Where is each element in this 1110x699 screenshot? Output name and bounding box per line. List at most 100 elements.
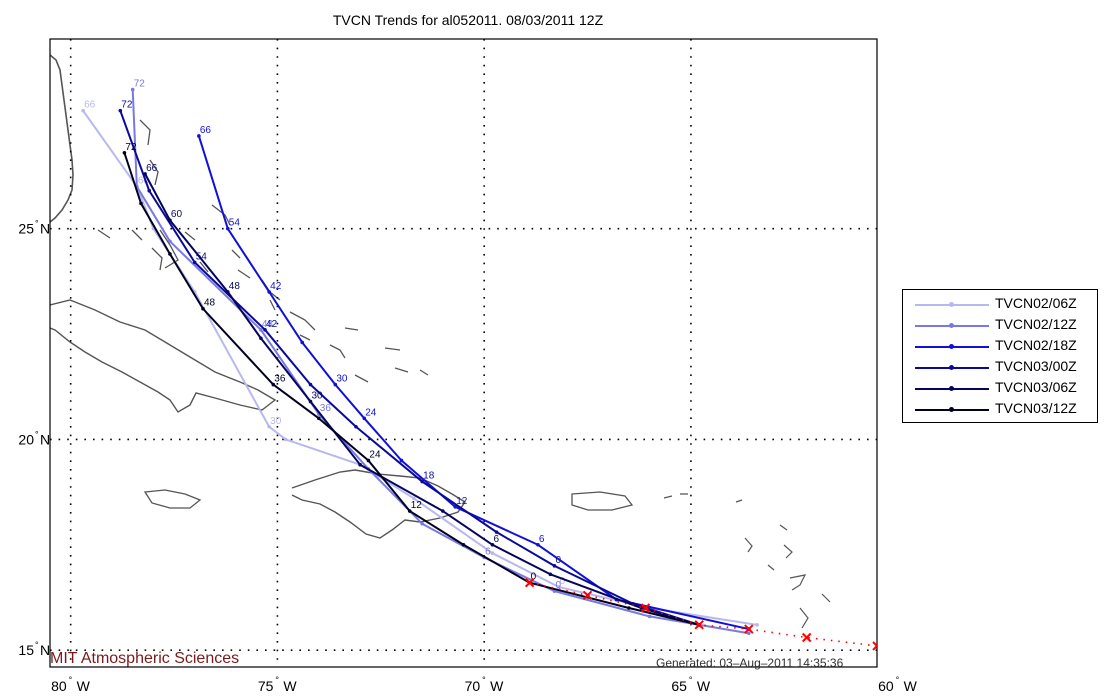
- observed-x-marker: [872, 641, 877, 651]
- track-point: [81, 108, 85, 113]
- legend: TVCN02/06Z TVCN02/12Z TVCN02/18Z TVCN03/00Z…: [902, 289, 1098, 423]
- legend-entry: TVCN02/12Z: [911, 315, 1097, 335]
- legend-marker: [949, 323, 954, 328]
- degree-symbol: °: [35, 219, 39, 229]
- forecast-hour-label: 18: [423, 471, 435, 482]
- lon-tick-label: 65: [671, 678, 687, 694]
- track-point: [399, 458, 404, 463]
- degree-symbol: °: [69, 675, 73, 685]
- degree-symbol: °: [35, 640, 39, 650]
- track-point: [267, 290, 271, 294]
- forecast-hour-label: 24: [365, 407, 377, 418]
- degree-symbol: °: [689, 675, 693, 685]
- forecast-hour-label: 48: [229, 281, 241, 292]
- track-point: [647, 614, 652, 619]
- track-point: [412, 496, 416, 501]
- track-point: [300, 340, 305, 345]
- lon-hemisphere: W: [490, 678, 504, 694]
- forecast-hour-label: 66: [84, 100, 96, 111]
- lon-tick-label: 60: [878, 678, 894, 694]
- forecast-hour-label: 60: [171, 209, 183, 220]
- observed-x-marker: [524, 577, 535, 588]
- track-point: [354, 424, 358, 429]
- lat-tick-label: 25: [18, 221, 34, 237]
- track-point: [201, 306, 205, 311]
- track-point: [283, 437, 288, 442]
- legend-label: TVCN03/00Z: [995, 358, 1077, 374]
- puerto-rico-coastline: [571, 491, 634, 511]
- degree-symbol: °: [275, 675, 279, 685]
- legend-entry: TVCN03/12Z: [911, 399, 1097, 419]
- legend-entry: TVCN02/06Z: [911, 294, 1097, 314]
- legend-entry: TVCN02/18Z: [911, 336, 1097, 356]
- track-point: [271, 382, 276, 387]
- lat-tick-label: 20: [18, 431, 34, 447]
- degree-symbol: °: [35, 429, 39, 439]
- track-point: [420, 479, 424, 484]
- forecast-hour-label: 54: [229, 218, 241, 229]
- observed-x-marker: [582, 590, 593, 601]
- virgin-islands: [663, 493, 688, 499]
- track-point: [536, 542, 540, 547]
- track-point: [407, 509, 412, 513]
- forecast-hour-label: 42: [266, 319, 278, 330]
- observed-x-marker: [640, 603, 651, 613]
- track-point: [362, 416, 367, 421]
- track-point: [226, 226, 230, 231]
- track-point: [461, 542, 466, 547]
- legend-label: TVCN02/06Z: [995, 295, 1077, 311]
- bahamas-islands: [97, 119, 429, 383]
- generated-timestamp: Generated: 03–Aug–2011 14:35:36: [656, 656, 844, 670]
- lon-hemisphere: W: [904, 678, 918, 694]
- track-point: [366, 458, 371, 463]
- track-point: [490, 551, 495, 556]
- lat-tick-label: 15: [18, 642, 34, 658]
- forecast-hour-label: 36: [274, 374, 286, 385]
- forecast-tracks: 0306066063648726122430425466018425472630…: [81, 79, 759, 636]
- track-point: [226, 290, 230, 294]
- track-point: [118, 108, 123, 113]
- track-point: [494, 530, 499, 534]
- track-point: [316, 416, 321, 421]
- forecast-hour-label: 0: [531, 572, 537, 583]
- map-title: TVCN Trends for al052011. 08/03/2011 12Z: [332, 12, 604, 28]
- degree-symbol: °: [896, 675, 900, 685]
- track-point: [552, 564, 557, 568]
- track-point: [755, 623, 759, 627]
- track-point: [259, 328, 263, 332]
- forecast-hour-label: 66: [146, 163, 158, 174]
- track-point: [263, 328, 267, 332]
- observed-x-marker: [694, 620, 704, 630]
- forecast-hour-label: 24: [369, 449, 381, 460]
- plot-area: [50, 39, 877, 667]
- track-point: [420, 521, 424, 526]
- legend-marker: [949, 344, 954, 349]
- track-point: [267, 424, 271, 429]
- track-point: [453, 505, 458, 509]
- track-point: [197, 134, 201, 138]
- forecast-hour-label: 72: [134, 79, 146, 90]
- track-point: [147, 188, 152, 193]
- track-point: [490, 542, 495, 547]
- track-point: [168, 252, 172, 256]
- legend-marker: [949, 302, 954, 307]
- forecast-hour-label: 0: [560, 576, 566, 587]
- forecast-hour-label: 0: [555, 580, 561, 591]
- track-point: [548, 572, 553, 577]
- forecast-hour-label: 0: [555, 555, 561, 566]
- forecast-hour-label: 48: [204, 298, 216, 309]
- legend-label: TVCN02/12Z: [995, 316, 1077, 332]
- track-point: [556, 585, 561, 589]
- forecast-hour-label: 72: [121, 100, 133, 111]
- axis-ticks: 80 ° W 75 ° W 70 ° W 65 ° W 60 ° W15 ° N20 ° N25 ° N: [18, 219, 917, 694]
- track-line: [123, 152, 700, 626]
- forecast-hour-label: 12: [411, 500, 423, 511]
- forecast-hour-label: 60: [138, 176, 150, 187]
- lon-tick-label: 80: [51, 678, 67, 694]
- track-point: [308, 399, 313, 404]
- legend-label: TVCN03/06Z: [995, 379, 1077, 395]
- legend-entry: TVCN03/00Z: [911, 357, 1097, 377]
- track-tvcn03-12z: 0 12 24 36 48 72: [122, 142, 701, 627]
- lon-hemisphere: W: [697, 678, 711, 694]
